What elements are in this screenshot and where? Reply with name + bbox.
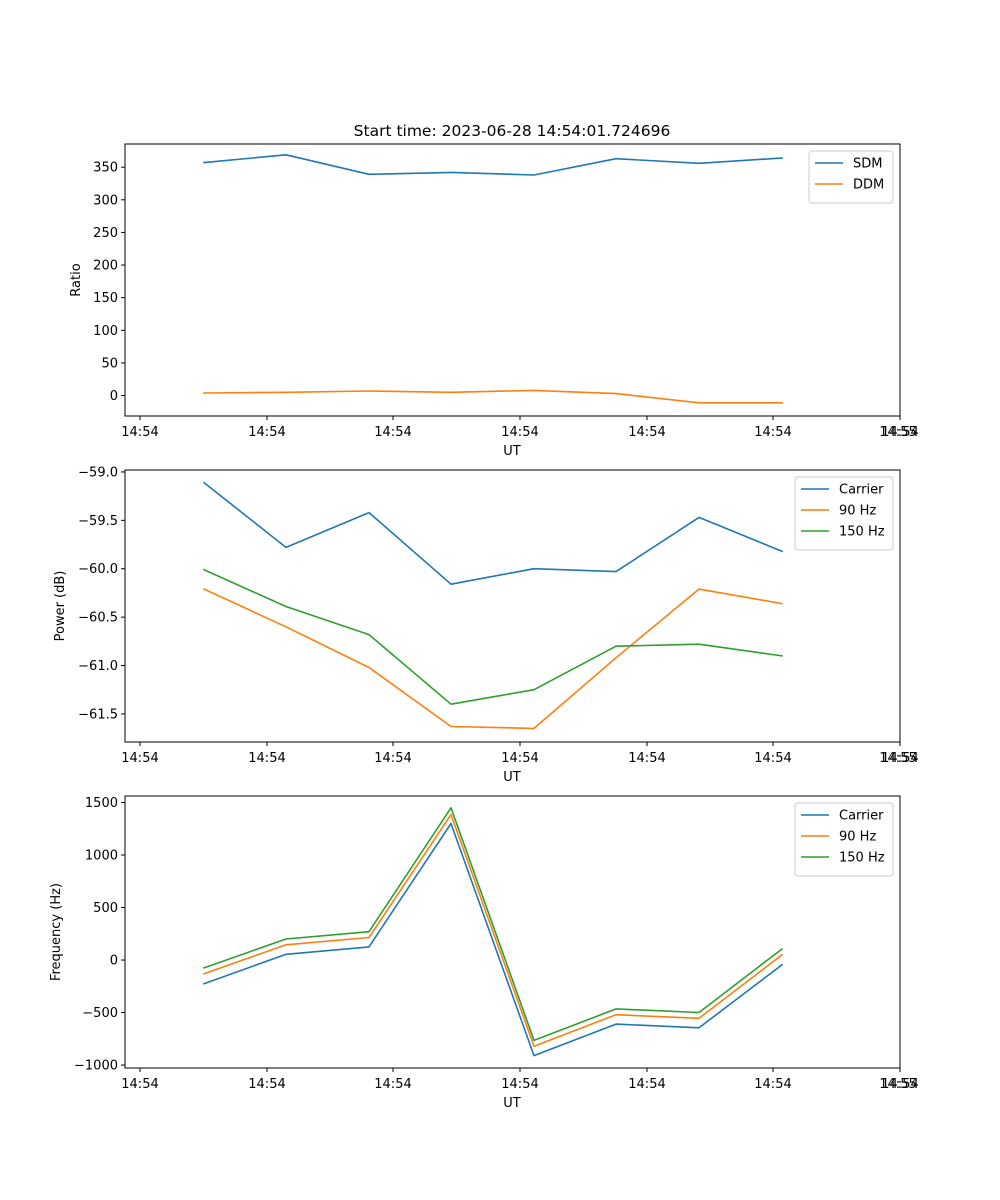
legend-label: DDM [853,178,884,193]
legend: Carrier 90 Hz 150 Hz [794,476,894,551]
y-tick-label: 0 [110,389,118,404]
y-tick-label: 150 [93,291,118,306]
x-tick-label: 14:54 [754,751,791,766]
y-tick-label: 250 [93,226,118,241]
x-tick-label: 14:55 [879,751,916,766]
series-line-90-hz [202,588,783,730]
x-tick-label: 14:54 [374,425,411,440]
x-tick-label: 14:54 [881,1077,918,1092]
x-tick-label: 14:54 [754,1077,791,1092]
subplot-power: −61.5 −61.0 −60.5 −60.0 −59.5 −59.0 14:54 14:54… [53,465,919,785]
y-tick-label: 100 [93,324,118,339]
x-tick-label: 14:54 [374,1077,411,1092]
legend: Carrier 90 Hz 150 Hz [794,802,894,877]
x-tick-label: 14:54 [374,751,411,766]
series-line-90-hz [202,813,784,1047]
y-axis-label: Frequency (Hz) [49,883,64,981]
y-tick-label: −1000 [74,1059,118,1074]
x-tick-label: 14:54 [881,425,918,440]
y-tick-label: 0 [110,954,118,969]
y-axis-label: Ratio [69,263,84,296]
y-tick-label: −61.0 [78,659,118,674]
series-line-carrier [202,822,784,1057]
y-tick-label: 350 [93,161,118,176]
y-tick-label: 1500 [85,796,118,811]
x-tick-label: 14:54 [121,751,158,766]
x-tick-label: 14:54 [754,425,791,440]
legend-label: SDM [853,157,882,172]
y-tick-label: −59.5 [78,514,118,529]
x-tick-label: 14:54 [881,751,918,766]
x-tick-label: 14:55 [879,425,916,440]
x-tick-label: 14:54 [248,751,285,766]
y-tick-label: 200 [93,259,118,274]
y-tick-label: −60.5 [78,611,118,626]
legend: SDM DDM [808,150,894,204]
x-tick-label: 14:54 [501,751,538,766]
legend-label: Carrier [839,809,884,824]
series-line-sdm [203,154,783,176]
legend-label: 150 Hz [839,851,885,866]
x-tick-label: 14:54 [628,425,665,440]
y-tick-label: 1000 [85,849,118,864]
axes-frame [124,143,901,417]
legend-label: 150 Hz [839,525,885,540]
series-line-ddm [203,389,783,404]
x-tick-label: 14:54 [501,1077,538,1092]
axes-frame [124,795,901,1069]
figure-title: Start time: 2023-06-28 14:54:01.724696 [354,122,671,140]
x-tick-label: 14:54 [628,751,665,766]
series-line-carrier [202,481,784,586]
y-tick-label: 300 [93,193,118,208]
legend-label: Carrier [839,483,884,498]
series-line-150-hz [202,568,783,706]
x-tick-label: 14:54 [248,1077,285,1092]
y-tick-label: 50 [101,356,118,371]
y-tick-label: −60.0 [78,562,118,577]
y-tick-label: −500 [82,1006,118,1021]
x-axis-label: UT [503,770,521,785]
y-tick-label: −59.0 [78,465,118,480]
y-axis-label: Power (dB) [53,571,68,642]
y-tick-label: 500 [93,901,118,916]
x-tick-label: 14:54 [501,425,538,440]
x-tick-label: 14:54 [121,1077,158,1092]
y-tick-label: −61.5 [78,707,118,722]
legend-label: 90 Hz [839,830,876,845]
x-axis-label: UT [503,1096,521,1111]
series-line-150-hz [202,806,784,1042]
legend-label: 90 Hz [839,504,876,519]
x-tick-label: 14:54 [121,425,158,440]
x-axis-label: UT [503,444,521,459]
x-tick-label: 14:54 [628,1077,665,1092]
axes-frame [124,469,901,743]
x-tick-label: 14:55 [879,1077,916,1092]
legend-box [808,150,894,204]
x-tick-label: 14:54 [248,425,285,440]
